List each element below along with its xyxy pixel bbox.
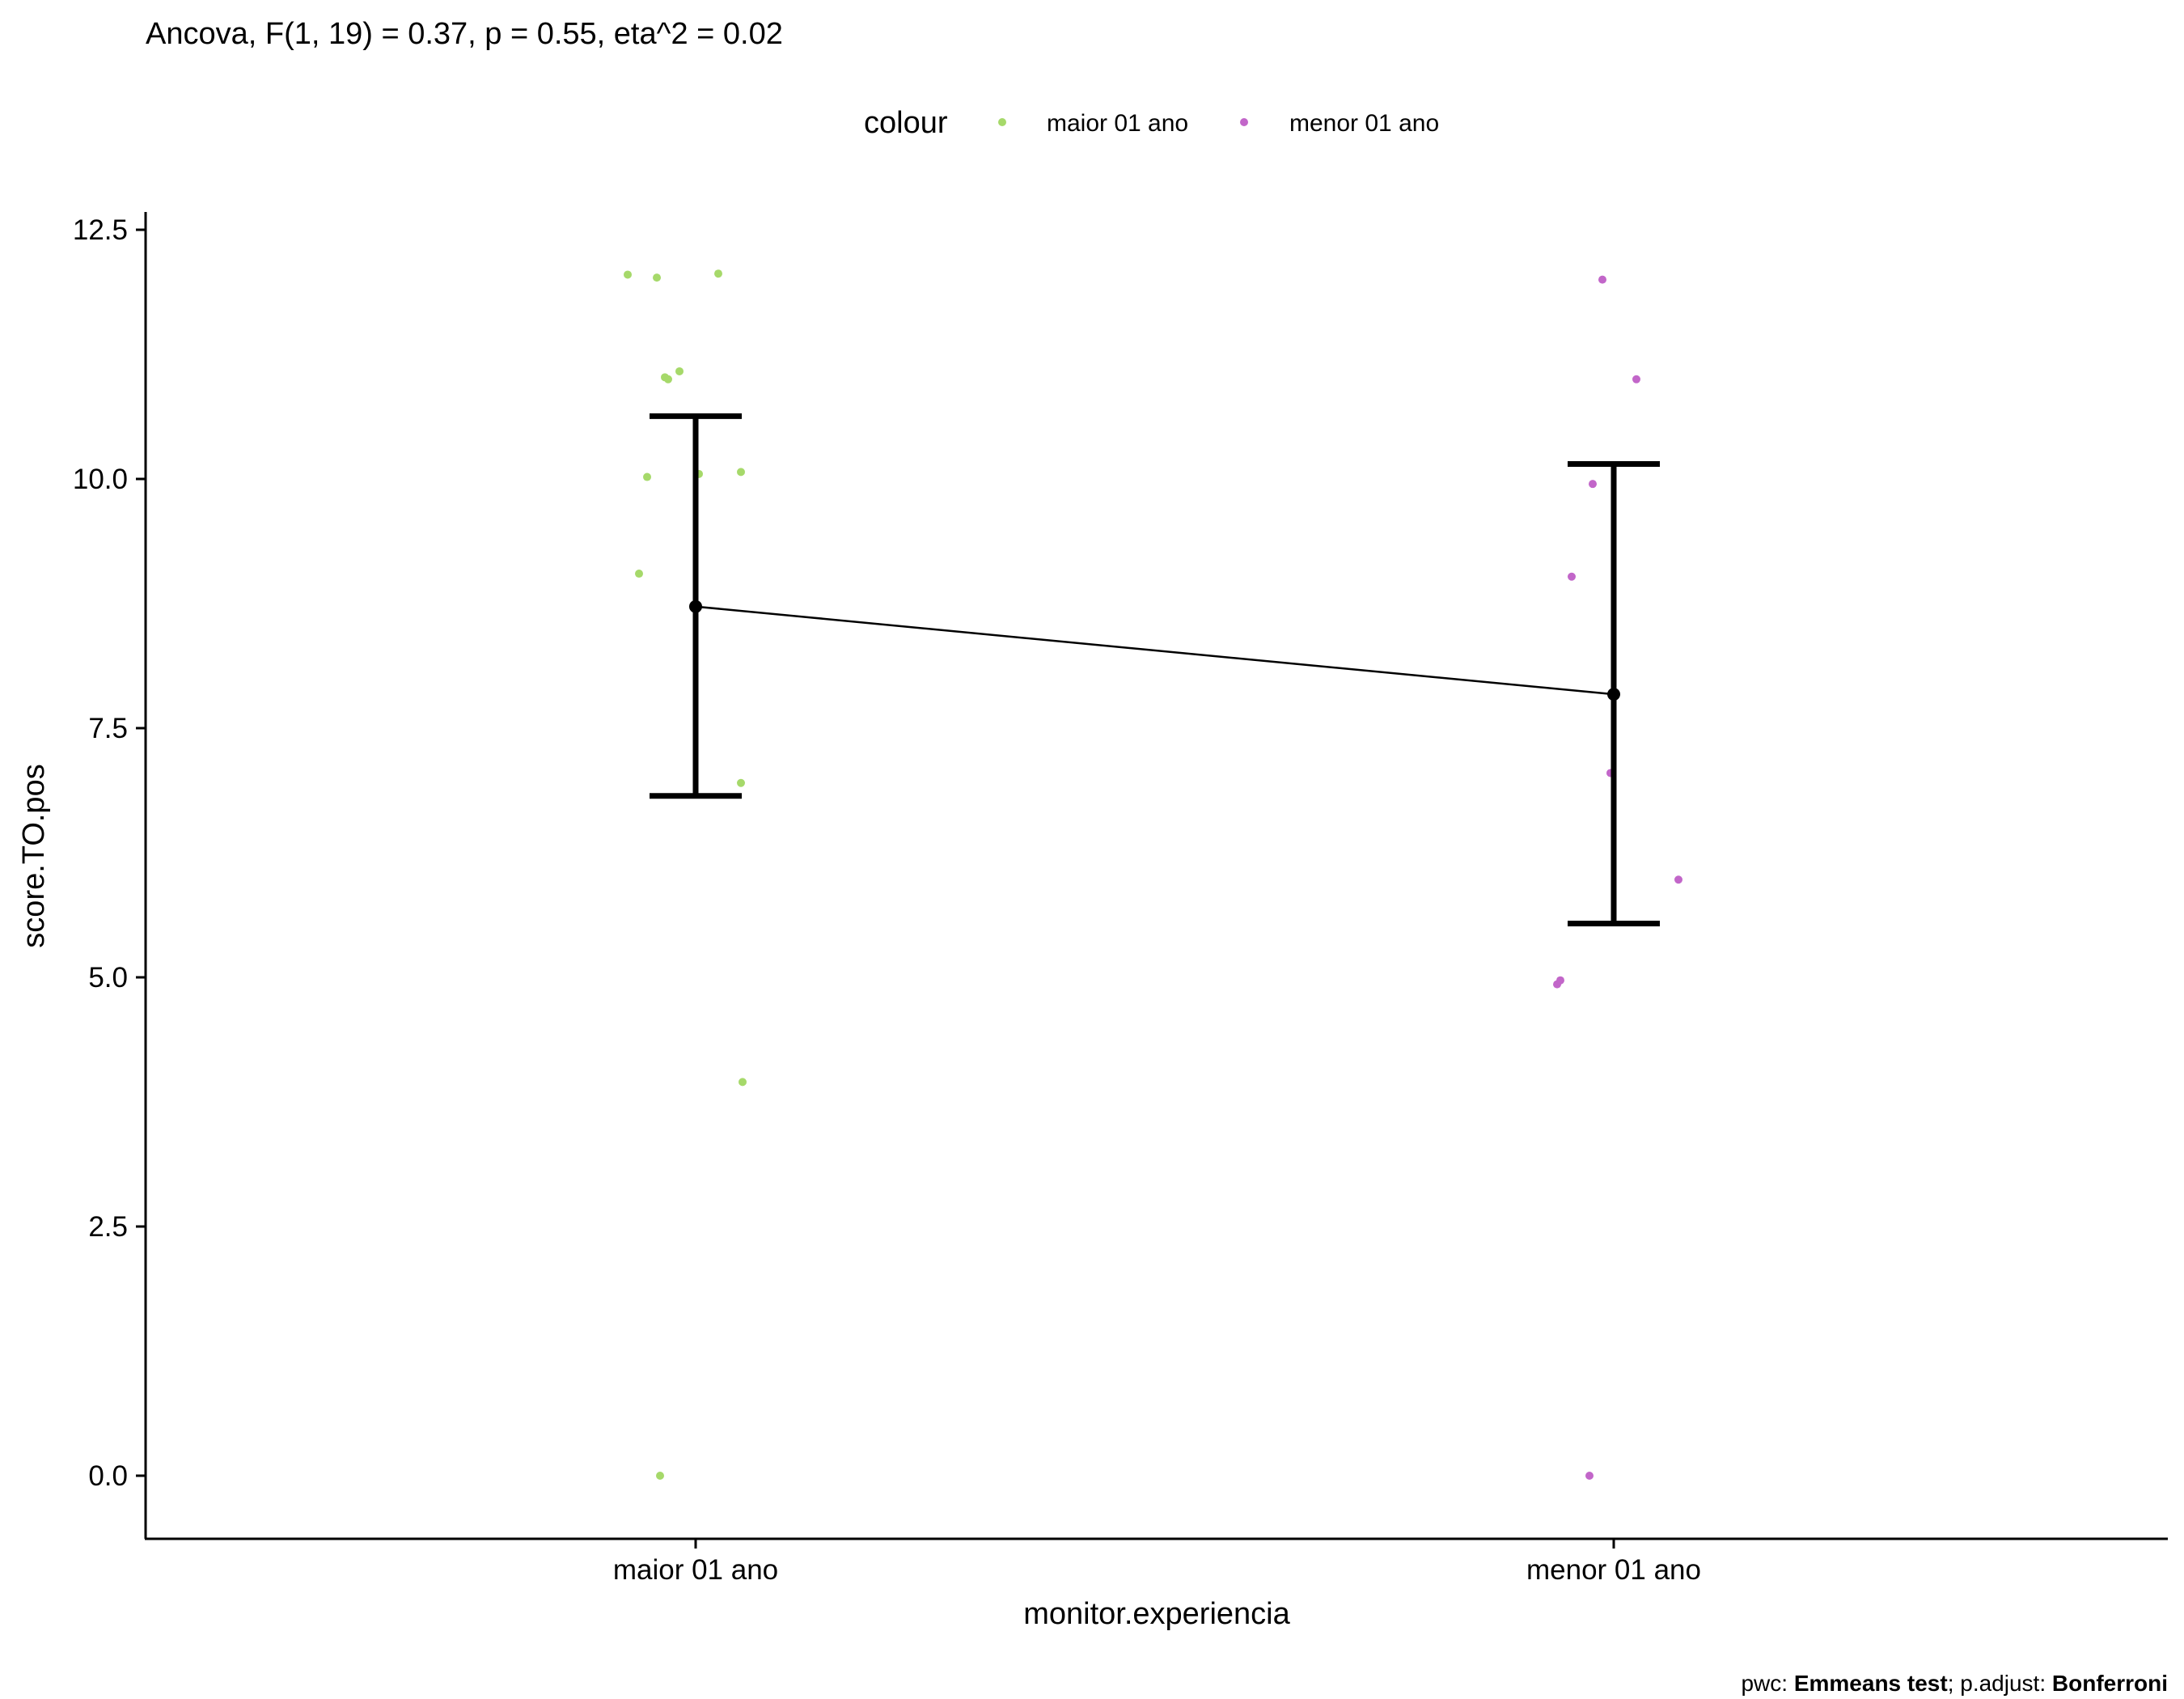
y-ticks: 0.0 2.5 5.0 7.5 10.0 12.5	[73, 214, 146, 1492]
data-point	[1585, 1472, 1594, 1480]
data-point	[675, 366, 684, 375]
legend-label-menor: menor 01 ano	[1289, 110, 1439, 137]
data-point	[737, 468, 745, 477]
data-point	[624, 270, 632, 279]
legend: colour maior 01 ano menor 01 ano	[864, 106, 1439, 140]
data-point	[739, 1078, 747, 1087]
y-tick-label: 2.5	[88, 1211, 128, 1243]
legend-key-menor	[1240, 118, 1248, 126]
x-ticks: maior 01 ano menor 01 ano	[613, 1539, 1701, 1586]
y-tick-label: 7.5	[88, 713, 128, 744]
legend-title: colour	[864, 106, 948, 140]
caption-prefix-2: ; p.adjust:	[1948, 1671, 2052, 1696]
data-point	[1632, 375, 1640, 383]
data-point	[737, 778, 745, 787]
data-point	[653, 273, 661, 282]
caption-adjust: Bonferroni	[2052, 1671, 2168, 1696]
legend-key-maior	[998, 118, 1006, 126]
y-tick-label: 12.5	[73, 214, 128, 246]
y-axis-label: score.TO.pos	[17, 764, 51, 947]
y-tick-label: 0.0	[88, 1460, 128, 1492]
data-point	[1553, 980, 1561, 989]
data-point	[1589, 480, 1597, 489]
mean-connector-line	[695, 605, 1615, 696]
caption-prefix-1: pwc:	[1741, 1671, 1793, 1696]
chart-title: Ancova, F(1, 19) = 0.37, p = 0.55, eta^2…	[146, 17, 783, 51]
x-tick-label: menor 01 ano	[1526, 1554, 1701, 1586]
x-tick-label: maior 01 ano	[613, 1554, 778, 1586]
data-point	[664, 375, 672, 383]
data-point	[1568, 572, 1576, 581]
data-point	[1674, 875, 1682, 884]
data-points	[624, 269, 1682, 1480]
summary-marks	[650, 413, 1660, 926]
mean-point	[1607, 688, 1620, 701]
data-point	[643, 472, 651, 481]
data-point	[656, 1472, 664, 1480]
mean-point	[689, 600, 702, 613]
legend-label-maior: maior 01 ano	[1047, 110, 1188, 137]
data-point	[714, 269, 722, 278]
caption-test: Emmeans test	[1794, 1671, 1948, 1696]
data-point	[1598, 275, 1606, 284]
y-tick-label: 10.0	[73, 464, 128, 495]
y-tick-label: 5.0	[88, 962, 128, 994]
x-axis-label: monitor.experiencia	[1023, 1597, 1290, 1631]
data-point	[635, 570, 643, 578]
caption: pwc: Emmeans test; p.adjust: Bonferroni	[1741, 1671, 2168, 1696]
